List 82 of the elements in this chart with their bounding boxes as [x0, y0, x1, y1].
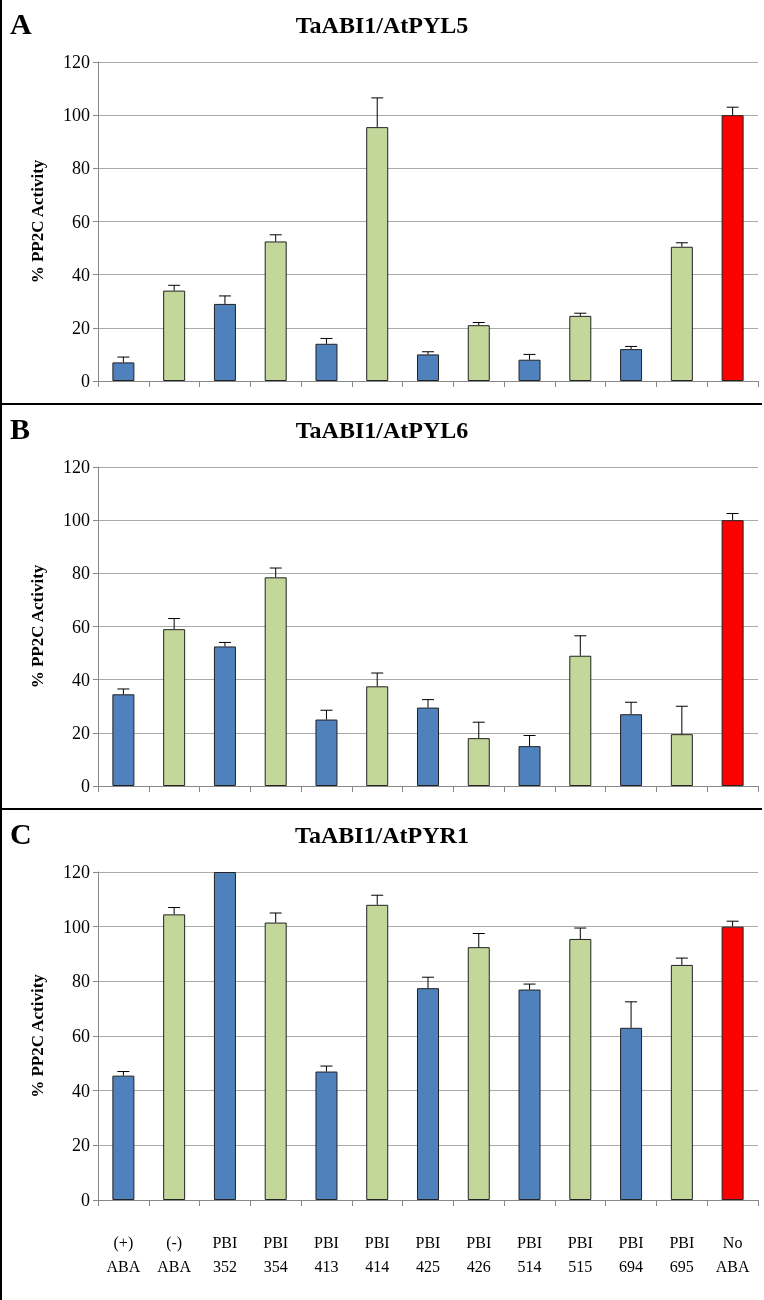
bar [213, 303, 236, 381]
chart-title: TaABI1/AtPYR1 [295, 822, 469, 848]
y-tick-label: 20 [72, 1135, 90, 1156]
bar [315, 1071, 338, 1200]
bar [569, 655, 592, 786]
bar [569, 315, 592, 381]
bar [467, 947, 490, 1200]
text: B [10, 411, 31, 445]
chart-title: TaABI1/AtPYL5 [295, 12, 469, 38]
y-tick-label: 80 [72, 158, 90, 179]
bar [264, 241, 287, 381]
bar [518, 989, 541, 1200]
bar [518, 746, 541, 786]
x-tick-label: PBI 413 [314, 1233, 339, 1275]
bar [112, 694, 135, 786]
x-tick-label: PBI 514 [517, 1233, 542, 1275]
x-tick-label: PBI 515 [567, 1233, 593, 1275]
y-tick-label: 20 [72, 317, 90, 338]
x-tick-label: PBI 695 [669, 1233, 695, 1275]
x-tick-label: PBI 354 [263, 1233, 289, 1275]
y-axis-title: % PP2C Activity [28, 973, 47, 1098]
bar [417, 707, 439, 786]
bar [721, 115, 744, 381]
y-tick-label: 60 [72, 1026, 90, 1046]
y-tick-label: 0 [81, 776, 90, 796]
bar [315, 343, 338, 381]
bar [213, 646, 236, 786]
y-tick-label: 20 [72, 722, 90, 743]
bar [112, 362, 135, 381]
y-tick-label: 120 [63, 52, 90, 72]
y-tick-label: 120 [63, 457, 90, 477]
y-tick-label: 0 [81, 371, 90, 391]
bar [670, 964, 693, 1200]
bar [264, 577, 287, 786]
chart-title: TaABI1/AtPYL6 [295, 417, 469, 443]
y-tick-label: 80 [72, 971, 90, 992]
y-tick-label: 60 [72, 211, 90, 232]
bar [163, 290, 186, 381]
bar [213, 872, 236, 1200]
bar [366, 127, 389, 381]
bar [163, 914, 186, 1200]
y-tick-label: 40 [72, 669, 90, 690]
bar [467, 325, 490, 381]
bar [721, 926, 744, 1200]
bar [112, 1075, 135, 1200]
x-tick-label: No ABA [715, 1233, 750, 1275]
y-tick-label: 60 [72, 616, 90, 637]
bar [315, 719, 338, 786]
bar [518, 359, 541, 381]
bar [670, 734, 693, 786]
x-tick-label: (+) ABA [106, 1233, 141, 1275]
y-axis-title: % PP2C Activity [28, 159, 47, 284]
x-tick-label: PBI 425 [415, 1233, 441, 1275]
y-tick-label: 40 [72, 264, 90, 285]
bar [569, 938, 592, 1200]
x-tick-label: PBI 694 [618, 1233, 644, 1275]
y-axis-title: % PP2C Activity [28, 564, 47, 689]
text: C [10, 816, 32, 850]
bar [721, 520, 744, 786]
bar [163, 629, 186, 786]
bar [264, 922, 287, 1200]
bar [620, 349, 643, 381]
x-tick-label: PBI 414 [364, 1233, 390, 1275]
bar [366, 904, 389, 1200]
y-tick-label: 100 [63, 510, 90, 531]
bar [467, 738, 490, 786]
y-tick-label: 80 [72, 563, 90, 584]
x-tick-label: PBI 352 [212, 1233, 238, 1275]
bar [417, 354, 439, 381]
text: A [10, 6, 32, 40]
bar [620, 714, 643, 786]
bar [366, 686, 389, 786]
y-tick-label: 100 [63, 105, 90, 126]
x-tick-label: (-) ABA [157, 1233, 192, 1275]
bar [670, 246, 693, 381]
x-tick-label: PBI 426 [466, 1233, 492, 1275]
bar [417, 988, 439, 1200]
y-tick-label: 100 [63, 916, 90, 937]
y-tick-label: 120 [63, 862, 90, 882]
y-tick-label: 40 [72, 1080, 90, 1101]
bar [620, 1027, 643, 1200]
y-tick-label: 0 [81, 1190, 90, 1210]
